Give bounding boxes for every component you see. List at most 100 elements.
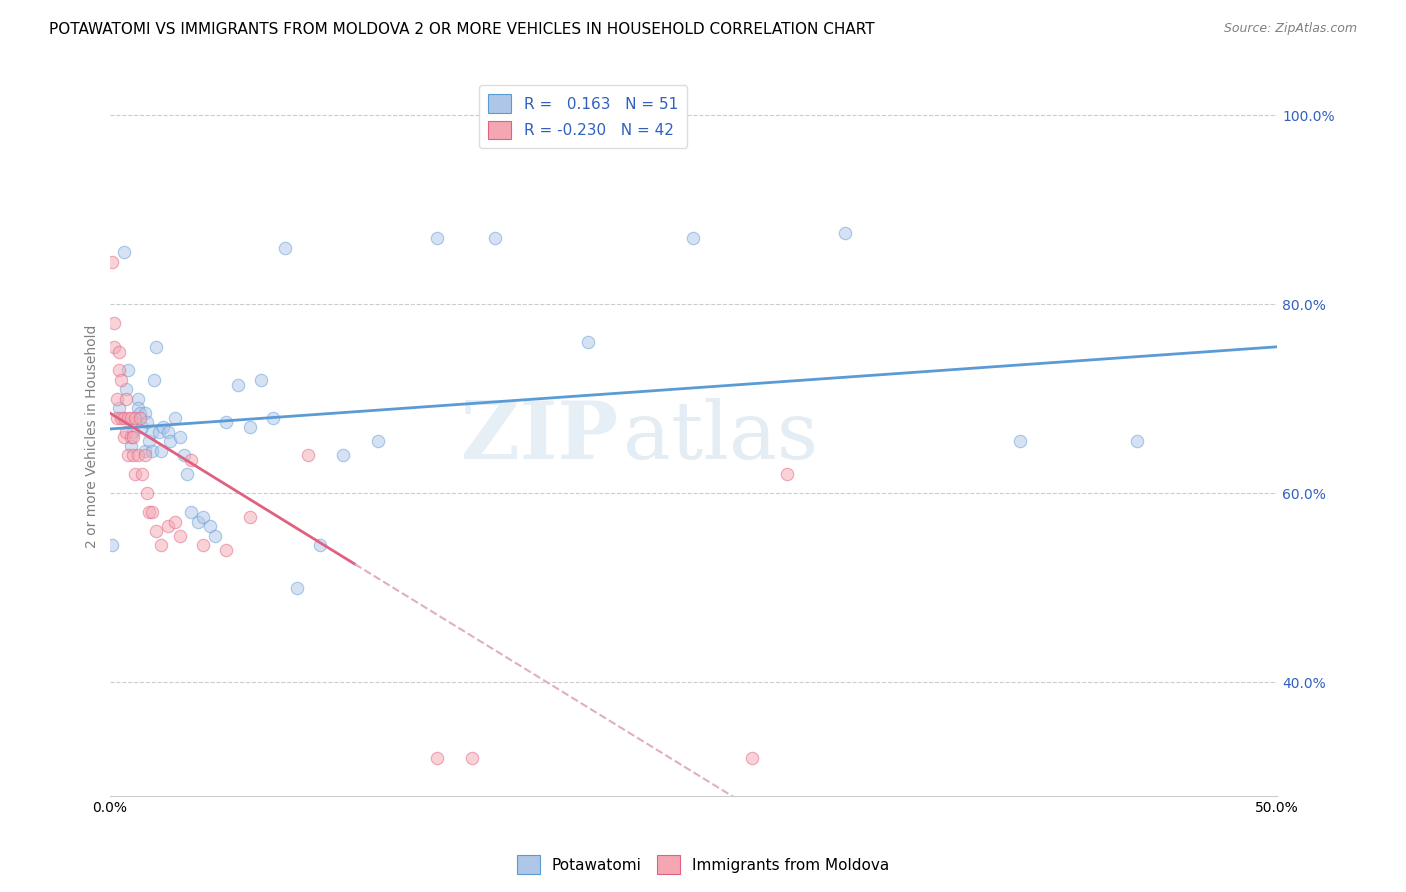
Point <box>165 515 187 529</box>
Point <box>120 439 142 453</box>
Point <box>105 392 128 406</box>
Point <box>148 425 170 439</box>
Point <box>101 538 124 552</box>
Point <box>834 227 856 241</box>
Point <box>204 529 226 543</box>
Point <box>124 416 146 430</box>
Point <box>108 344 131 359</box>
Point <box>120 410 142 425</box>
Point <box>239 509 262 524</box>
Point <box>191 538 214 552</box>
Point <box>110 373 132 387</box>
Point <box>150 538 173 552</box>
Point <box>134 406 156 420</box>
Point <box>108 363 131 377</box>
Point <box>131 420 153 434</box>
Point <box>115 392 138 406</box>
Point <box>141 505 163 519</box>
Point <box>157 519 180 533</box>
Point <box>138 505 160 519</box>
Text: Source: ZipAtlas.com: Source: ZipAtlas.com <box>1223 22 1357 36</box>
Point <box>250 373 273 387</box>
Point <box>309 538 332 552</box>
Point <box>103 316 125 330</box>
Point <box>108 401 131 416</box>
Point <box>239 420 262 434</box>
Point <box>101 254 124 268</box>
Point <box>460 751 482 765</box>
Point <box>1010 434 1032 449</box>
Point <box>141 425 163 439</box>
Text: atlas: atlas <box>623 398 818 475</box>
Point <box>578 334 600 349</box>
Point <box>198 519 221 533</box>
Point <box>215 416 238 430</box>
Point <box>110 410 132 425</box>
Point <box>117 449 139 463</box>
Point <box>141 443 163 458</box>
Point <box>145 524 167 538</box>
Point <box>165 410 187 425</box>
Point <box>226 377 249 392</box>
Point <box>157 425 180 439</box>
Point <box>159 434 181 449</box>
Point <box>136 416 159 430</box>
Legend: Potawatomi, Immigrants from Moldova: Potawatomi, Immigrants from Moldova <box>510 849 896 880</box>
Point <box>103 340 125 354</box>
Point <box>115 382 138 396</box>
Text: POTAWATOMI VS IMMIGRANTS FROM MOLDOVA 2 OR MORE VEHICLES IN HOUSEHOLD CORRELATIO: POTAWATOMI VS IMMIGRANTS FROM MOLDOVA 2 … <box>49 22 875 37</box>
Point <box>129 406 152 420</box>
Point <box>191 509 214 524</box>
Point <box>367 434 389 449</box>
Point <box>143 373 166 387</box>
Point <box>134 443 156 458</box>
Point <box>776 467 799 482</box>
Point <box>173 449 195 463</box>
Point <box>682 231 704 245</box>
Point <box>215 543 238 558</box>
Point <box>124 410 146 425</box>
Y-axis label: 2 or more Vehicles in Household: 2 or more Vehicles in Household <box>86 325 100 549</box>
Point <box>122 429 145 443</box>
Point <box>122 449 145 463</box>
Point <box>129 410 152 425</box>
Point <box>180 453 202 467</box>
Point <box>1126 434 1149 449</box>
Point <box>176 467 198 482</box>
Point <box>112 245 135 260</box>
Point <box>112 429 135 443</box>
Point <box>124 467 146 482</box>
Point <box>741 751 763 765</box>
Point <box>297 449 319 463</box>
Point <box>332 449 354 463</box>
Point <box>169 429 191 443</box>
Point <box>115 425 138 439</box>
Point <box>117 363 139 377</box>
Point <box>169 529 191 543</box>
Point <box>274 241 297 255</box>
Point <box>120 429 142 443</box>
Point <box>127 401 149 416</box>
Point <box>152 420 174 434</box>
Point <box>138 434 160 449</box>
Point <box>484 231 506 245</box>
Point <box>285 581 308 595</box>
Point <box>105 410 128 425</box>
Point <box>127 392 149 406</box>
Point <box>131 467 153 482</box>
Point <box>150 443 173 458</box>
Point <box>134 449 156 463</box>
Point <box>117 410 139 425</box>
Legend: R =   0.163   N = 51, R = -0.230   N = 42: R = 0.163 N = 51, R = -0.230 N = 42 <box>479 85 688 148</box>
Point <box>112 410 135 425</box>
Point <box>122 425 145 439</box>
Point <box>145 340 167 354</box>
Point <box>426 751 449 765</box>
Point <box>187 515 209 529</box>
Point <box>262 410 284 425</box>
Point <box>127 449 149 463</box>
Point <box>136 486 159 500</box>
Point <box>180 505 202 519</box>
Text: ZIP: ZIP <box>461 398 617 475</box>
Point <box>426 231 449 245</box>
